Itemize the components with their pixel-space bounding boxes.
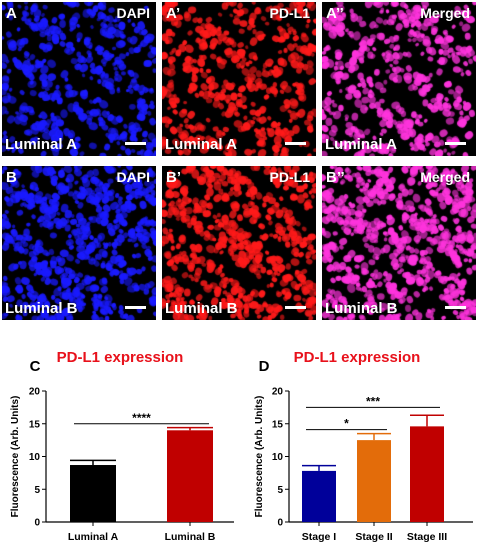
- scale-bar: [285, 306, 306, 309]
- significance-label: ***: [366, 394, 380, 408]
- subtype-label: Luminal A: [165, 136, 237, 153]
- channel-label: DAPI: [116, 169, 150, 185]
- significance-label: *: [344, 417, 349, 431]
- y-axis-label: Fluorescence (Arb. Units): [10, 396, 21, 518]
- micrograph-image: [322, 166, 476, 320]
- panel-letter: B’’: [326, 169, 345, 186]
- micrograph-a-merged: A’’ Merged Luminal A: [322, 2, 476, 156]
- channel-label: Merged: [420, 5, 470, 21]
- x-tick-label: Stage III: [407, 531, 447, 543]
- channel-label: Merged: [420, 169, 470, 185]
- y-axis-label: Fluorescence (Arb. Units): [254, 396, 265, 518]
- x-tick-label: Luminal A: [68, 531, 119, 543]
- scale-bar: [285, 142, 306, 145]
- bar: [357, 440, 391, 522]
- chart-panel-letter: D: [259, 358, 270, 375]
- micrograph-image: [162, 166, 316, 320]
- y-tick-label: 0: [277, 518, 283, 529]
- y-tick-label: 5: [277, 485, 283, 496]
- y-tick-label: 5: [34, 485, 40, 496]
- chart-title: PD-L1 expression: [294, 349, 421, 366]
- panel-letter: A’: [166, 5, 181, 22]
- bar: [70, 465, 116, 522]
- scale-bar: [125, 306, 146, 309]
- micrograph-b-merged: B’’ Merged Luminal B: [322, 166, 476, 320]
- subtype-label: Luminal B: [5, 300, 78, 317]
- panel-letter: A’’: [326, 5, 344, 22]
- y-tick-label: 0: [34, 518, 40, 529]
- y-tick-label: 10: [29, 452, 41, 463]
- bar: [167, 430, 213, 522]
- x-tick-label: Luminal B: [165, 531, 216, 543]
- panel-letter: B’: [166, 169, 181, 186]
- micrograph-image: [322, 2, 476, 156]
- subtype-label: Luminal A: [325, 136, 397, 153]
- panel-letter: A: [6, 5, 17, 22]
- micrograph-a-pdl1: A’ PD-L1 Luminal A: [162, 2, 316, 156]
- y-tick-label: 10: [272, 452, 284, 463]
- scale-bar: [125, 142, 146, 145]
- scale-bar: [445, 142, 466, 145]
- subtype-label: Luminal B: [165, 300, 238, 317]
- y-tick-label: 20: [29, 387, 41, 398]
- panel-letter: B: [6, 169, 17, 186]
- channel-label: DAPI: [116, 5, 150, 21]
- y-tick-label: 15: [29, 419, 41, 430]
- x-tick-label: Stage I: [302, 531, 337, 543]
- bar: [302, 470, 336, 522]
- chart-title: PD-L1 expression: [57, 349, 184, 366]
- y-tick-label: 15: [272, 419, 284, 430]
- subtype-label: Luminal B: [325, 300, 398, 317]
- micrograph-image: [2, 2, 156, 156]
- micrograph-b-pdl1: B’ PD-L1 Luminal B: [162, 166, 316, 320]
- channel-label: PD-L1: [269, 5, 310, 21]
- chart-panel-letter: C: [30, 358, 41, 375]
- subtype-label: Luminal A: [5, 136, 77, 153]
- bar: [410, 426, 444, 522]
- x-tick-label: Stage II: [355, 531, 392, 543]
- scale-bar: [445, 306, 466, 309]
- micrograph-image: [2, 166, 156, 320]
- y-tick-label: 20: [272, 387, 284, 398]
- channel-label: PD-L1: [269, 169, 310, 185]
- significance-label: ****: [132, 411, 151, 425]
- micrograph-image: [162, 2, 316, 156]
- micrograph-a-dapi: A DAPI Luminal A: [2, 2, 156, 156]
- micrograph-b-dapi: B DAPI Luminal B: [2, 166, 156, 320]
